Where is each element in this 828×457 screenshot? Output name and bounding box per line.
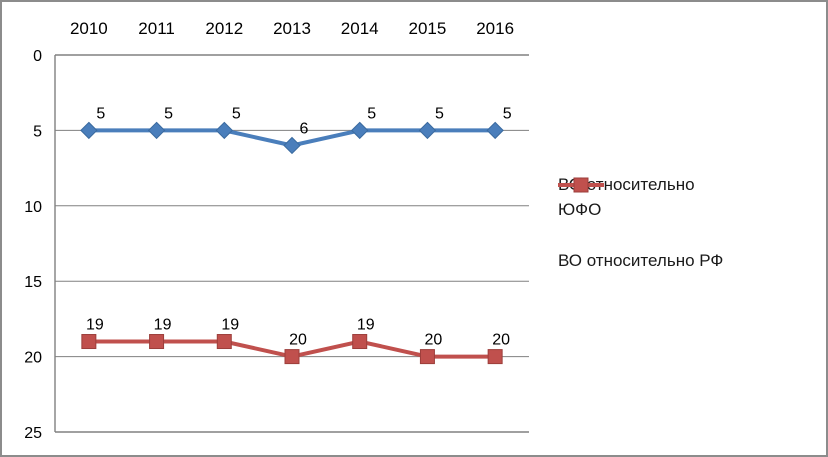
data-label: 19 bbox=[357, 317, 375, 334]
y-tick-label: 20 bbox=[24, 350, 42, 367]
x-axis-label: 2016 bbox=[476, 19, 514, 38]
data-point-marker bbox=[81, 334, 97, 350]
data-label: 19 bbox=[154, 317, 172, 334]
x-axis-label: 2012 bbox=[205, 19, 243, 38]
data-point-marker bbox=[418, 121, 437, 140]
x-axis-label: 2015 bbox=[409, 19, 447, 38]
data-point-marker bbox=[283, 136, 301, 155]
data-point-marker bbox=[215, 121, 233, 140]
data-label: 5 bbox=[367, 105, 376, 122]
data-point-marker bbox=[149, 334, 165, 350]
x-axis-label: 2013 bbox=[273, 19, 311, 38]
data-label: 19 bbox=[86, 317, 104, 334]
data-label: 6 bbox=[300, 120, 309, 137]
data-point-marker bbox=[486, 121, 504, 140]
data-point-marker bbox=[352, 334, 368, 350]
data-label: 5 bbox=[164, 105, 173, 122]
y-tick-label: 15 bbox=[24, 274, 42, 291]
y-tick-label: 10 bbox=[24, 199, 42, 216]
x-axis-label: 2014 bbox=[341, 19, 379, 38]
legend-item: ВО относительно РФ bbox=[558, 177, 808, 273]
data-point-marker bbox=[351, 121, 369, 140]
x-axis-label: 2010 bbox=[70, 19, 108, 38]
data-point-marker bbox=[80, 121, 98, 140]
data-label: 20 bbox=[492, 332, 510, 349]
data-label: 20 bbox=[425, 332, 443, 349]
data-label: 5 bbox=[435, 105, 444, 122]
data-point-marker bbox=[487, 349, 503, 365]
legend-square-marker-icon bbox=[558, 177, 604, 193]
legend-label: ВО относительно РФ bbox=[558, 251, 724, 270]
y-tick-label: 25 bbox=[24, 425, 42, 442]
data-point-marker bbox=[284, 349, 300, 365]
data-point-marker bbox=[147, 121, 166, 140]
data-label: 20 bbox=[289, 332, 307, 349]
data-label: 5 bbox=[232, 105, 241, 122]
chart-legend: ВО относительно ЮФО ВО относительно РФ bbox=[558, 172, 808, 299]
data-point-marker bbox=[216, 334, 232, 350]
data-label: 19 bbox=[221, 317, 239, 334]
legend-label: ВО относительно ЮФО bbox=[558, 175, 695, 219]
y-tick-label: 0 bbox=[33, 48, 42, 65]
data-point-marker bbox=[419, 349, 435, 365]
x-axis-label: 2011 bbox=[138, 19, 175, 38]
data-label: 5 bbox=[503, 105, 512, 122]
data-label: 5 bbox=[96, 105, 105, 122]
y-tick-label: 5 bbox=[33, 123, 42, 140]
